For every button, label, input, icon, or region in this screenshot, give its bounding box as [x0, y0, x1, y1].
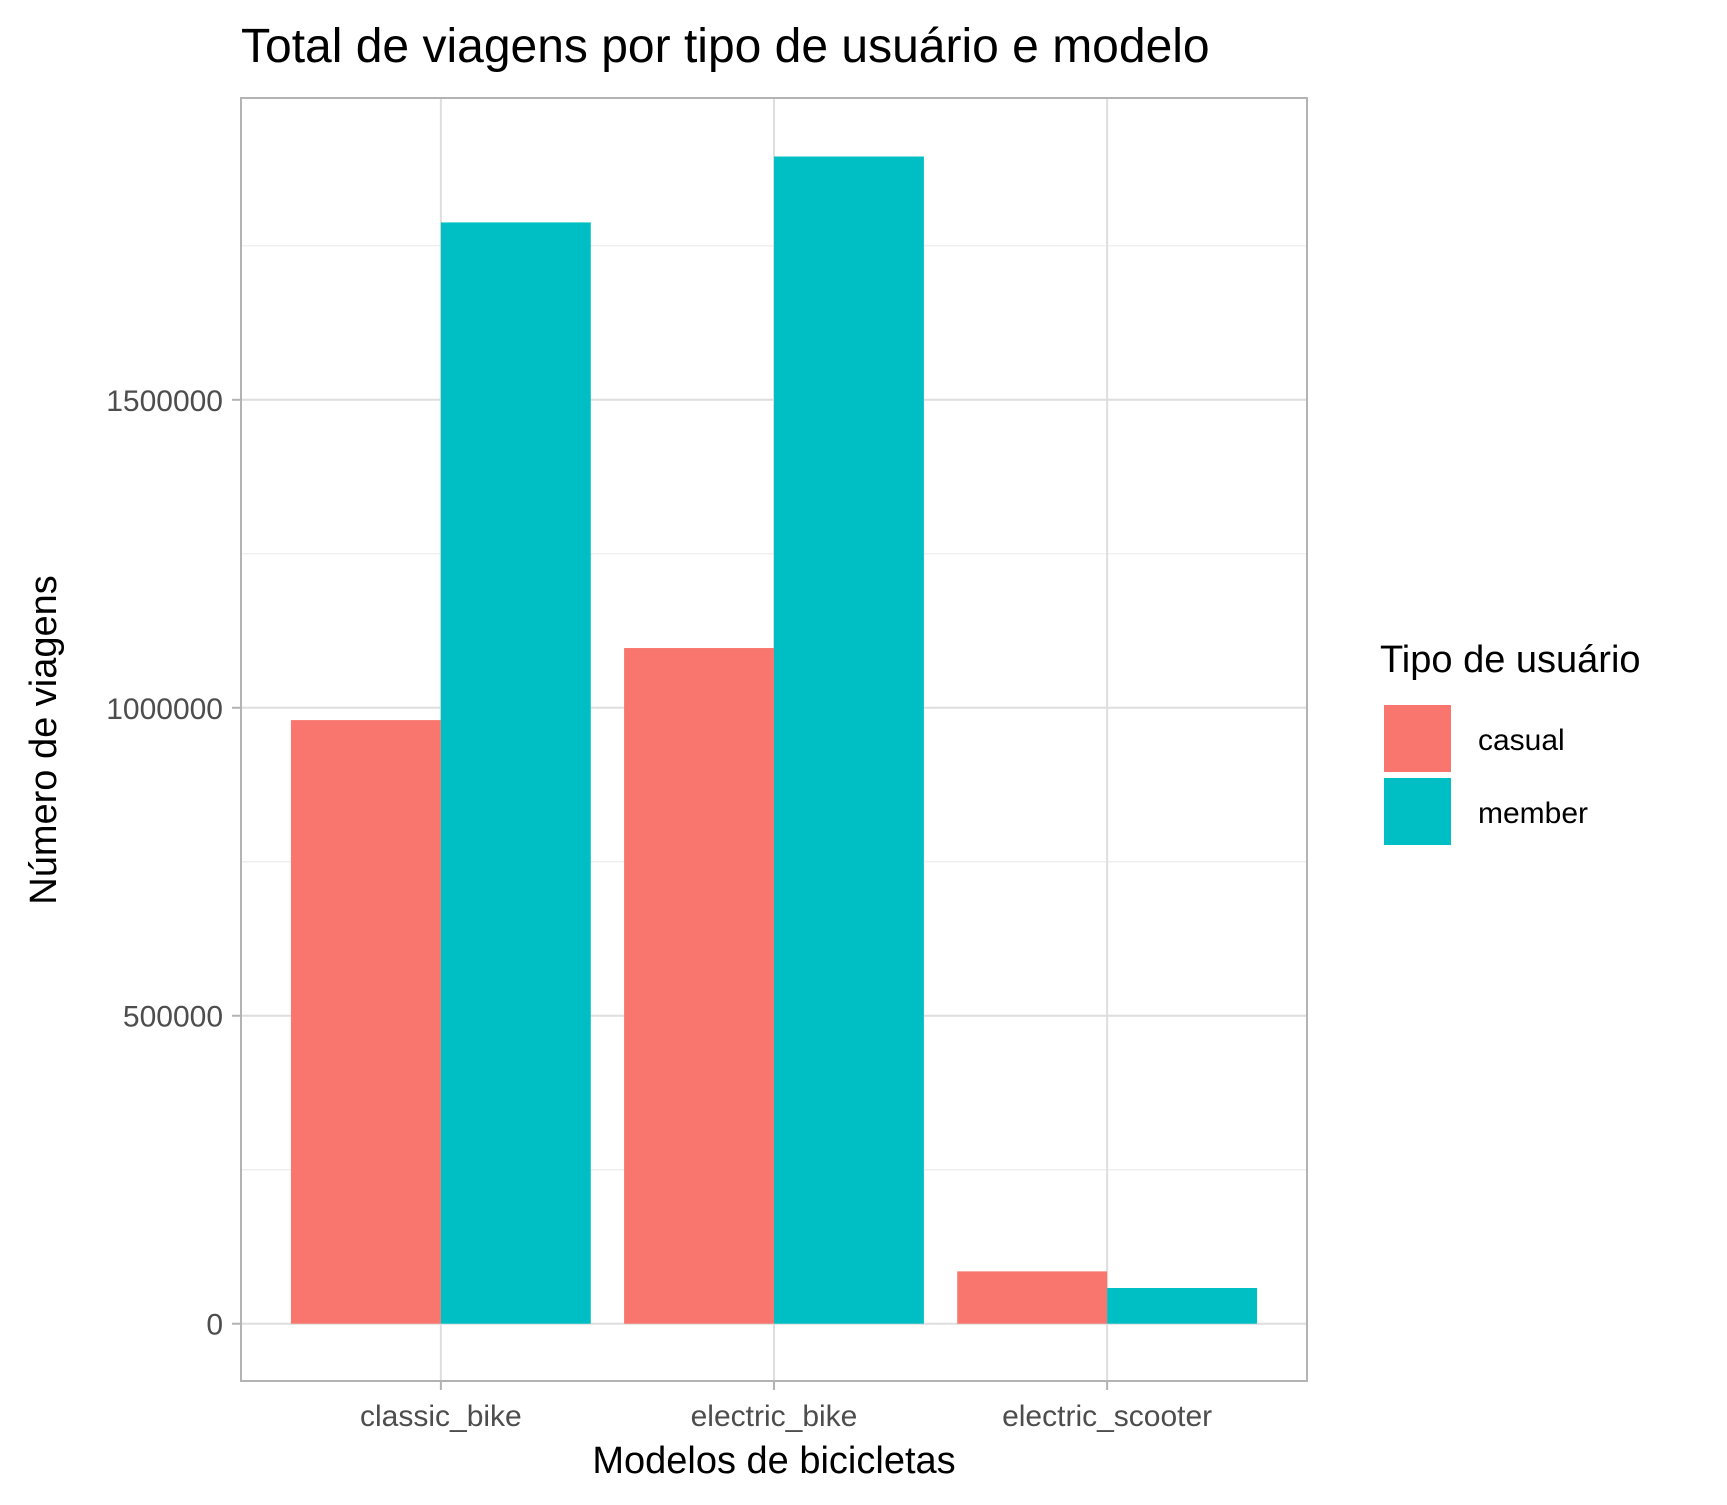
chart-title: Total de viagens por tipo de usuário e m…	[241, 20, 1210, 73]
legend-label-member: member	[1478, 797, 1588, 830]
legend: Tipo de usuário casual member	[1380, 639, 1641, 845]
x-tick-label: electric_bike	[691, 1400, 858, 1433]
y-axis: 0 500000 1000000 1500000	[106, 385, 241, 1342]
y-tick-label: 1500000	[106, 385, 223, 418]
x-axis-title: Modelos de bicicletas	[592, 1440, 955, 1482]
y-axis-title: Número de viagens	[23, 575, 65, 905]
x-axis: classic_bike electric_bike electric_scoote…	[360, 1381, 1212, 1433]
bar-casual-electric_scooter	[957, 1271, 1108, 1324]
x-tick-label: electric_scooter	[1002, 1400, 1212, 1433]
x-tick-label: classic_bike	[360, 1400, 522, 1433]
bar-member-classic_bike	[440, 222, 591, 1324]
y-tick-label: 500000	[123, 1001, 223, 1034]
bar-casual-classic_bike	[290, 720, 441, 1324]
y-tick-label: 0	[206, 1309, 223, 1342]
bars-layer	[290, 156, 1258, 1324]
bar-casual-electric_bike	[624, 648, 774, 1324]
y-tick-label: 1000000	[106, 693, 223, 726]
bar-member-electric_scooter	[1107, 1287, 1258, 1324]
legend-label-casual: casual	[1478, 724, 1565, 757]
bar-member-electric_bike	[774, 156, 924, 1324]
legend-title: Tipo de usuário	[1380, 639, 1641, 681]
legend-key-member	[1384, 778, 1451, 845]
legend-key-casual	[1384, 705, 1451, 772]
